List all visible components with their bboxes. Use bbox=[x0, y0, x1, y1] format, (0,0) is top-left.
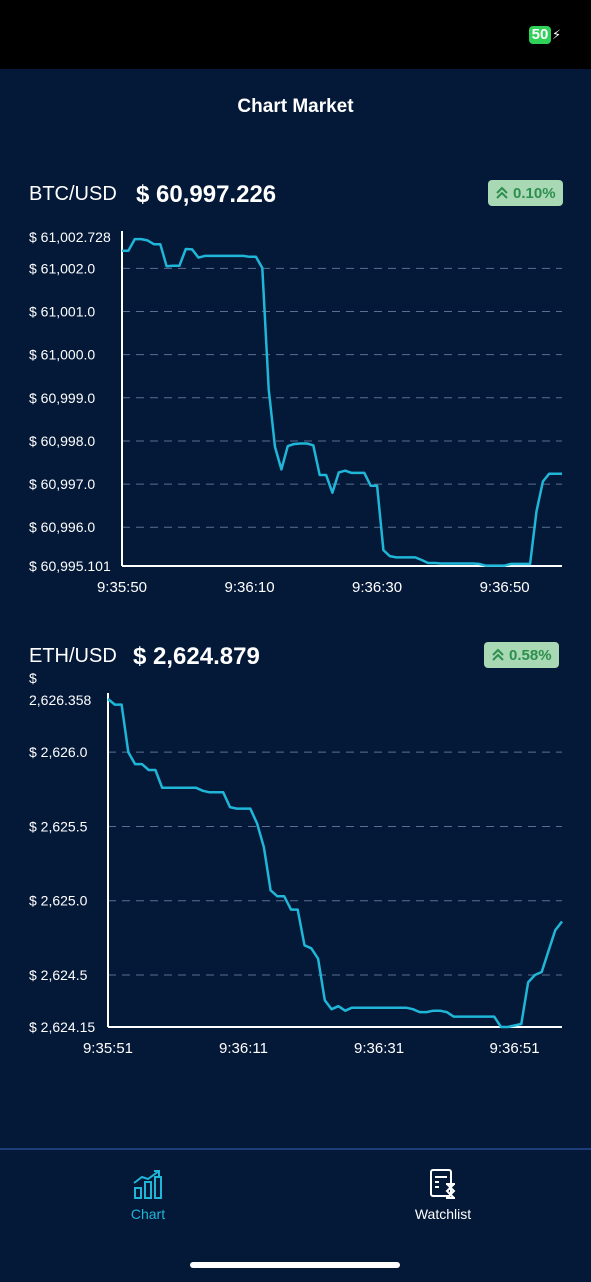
home-indicator[interactable] bbox=[190, 1262, 400, 1268]
btc-chart-series-line bbox=[122, 237, 562, 567]
nav-label-chart: Chart bbox=[130, 1206, 166, 1222]
btc-chart-x-tick-label: 9:36:50 bbox=[480, 579, 530, 596]
btc-price-chart: $ 61,002.728 $ 61,002.0 $ 61,001.0 $ 61,000… bbox=[29, 229, 562, 596]
status-bar: 50 ⚡ bbox=[0, 0, 591, 69]
btc-chart-y-tick-label: $ 60,998.0 bbox=[29, 433, 95, 449]
eth-chart-series-line bbox=[107, 698, 563, 1029]
btc-chart-y-tick-label: $ 60,995.101 bbox=[29, 558, 111, 574]
btc-chart-x-tick-label: 9:35:50 bbox=[97, 579, 147, 596]
charging-bolt-icon: ⚡ bbox=[552, 27, 562, 42]
eth-chart-x-tick-label: 9:36:31 bbox=[354, 1040, 404, 1057]
eth-pair-label: ETH/USD bbox=[29, 645, 117, 667]
eth-chart-y-tick-label: $ 2,626.0 bbox=[29, 744, 88, 760]
eth-price-chart: $2,626.358 $ 2,626.0 $ 2,625.5 $ 2,625.0 $ 2… bbox=[29, 670, 563, 1057]
btc-chart-y-tick-label: $ 60,999.0 bbox=[29, 390, 95, 406]
double-chevron-up-icon bbox=[496, 186, 508, 199]
btc-chart-y-tick-label: $ 61,002.728 bbox=[29, 229, 111, 245]
bottom-nav: Chart Watchlist bbox=[0, 1148, 591, 1282]
btc-chart-y-tick-label: $ 61,001.0 bbox=[29, 304, 95, 320]
eth-chart-y-tick-label: $ 2,624.15 bbox=[29, 1019, 95, 1035]
eth-chart-y-tick-label: $ 2,625.0 bbox=[29, 893, 88, 909]
battery-icon: 50 bbox=[529, 26, 551, 44]
btc-chart-x-tick-label: 9:36:30 bbox=[352, 579, 402, 596]
btc-change-value: 0.10% bbox=[513, 184, 556, 202]
double-chevron-up-icon bbox=[492, 648, 504, 661]
eth-change-badge: 0.58% bbox=[484, 642, 559, 668]
eth-chart-x-tick-label: 9:36:51 bbox=[490, 1040, 540, 1057]
nav-item-watchlist[interactable]: Watchlist bbox=[363, 1168, 523, 1222]
btc-chart-y-tick-label: $ 60,997.0 bbox=[29, 476, 95, 492]
btc-chart-y-tick-label: $ 61,000.0 bbox=[29, 347, 95, 363]
btc-chart-x-tick-label: 9:36:10 bbox=[225, 579, 275, 596]
btc-pair-label: BTC/USD bbox=[29, 183, 117, 205]
watchlist-icon bbox=[430, 1169, 456, 1199]
eth-chart-y-tick-label: $ bbox=[29, 670, 37, 686]
eth-chart-y-tick-label: 2,626.358 bbox=[29, 692, 91, 708]
btc-chart-y-tick-label: $ 60,996.0 bbox=[29, 519, 95, 535]
btc-chart-y-tick-label: $ 61,002.0 bbox=[29, 260, 95, 276]
page-title: Chart Market bbox=[237, 96, 354, 117]
nav-item-chart[interactable]: Chart bbox=[68, 1168, 228, 1222]
btc-price: $ 60,997.226 bbox=[136, 181, 277, 208]
eth-chart-x-tick-label: 9:36:11 bbox=[219, 1040, 268, 1057]
eth-chart-y-tick-label: $ 2,625.5 bbox=[29, 818, 88, 834]
eth-chart-y-tick-label: $ 2,624.5 bbox=[29, 967, 88, 983]
eth-price: $ 2,624.879 bbox=[133, 643, 260, 670]
bar-chart-icon bbox=[133, 1170, 162, 1199]
eth-change-value: 0.58% bbox=[509, 646, 552, 664]
eth-chart-x-tick-label: 9:35:51 bbox=[83, 1040, 133, 1057]
btc-change-badge: 0.10% bbox=[488, 180, 563, 206]
nav-label-watchlist: Watchlist bbox=[414, 1206, 472, 1222]
